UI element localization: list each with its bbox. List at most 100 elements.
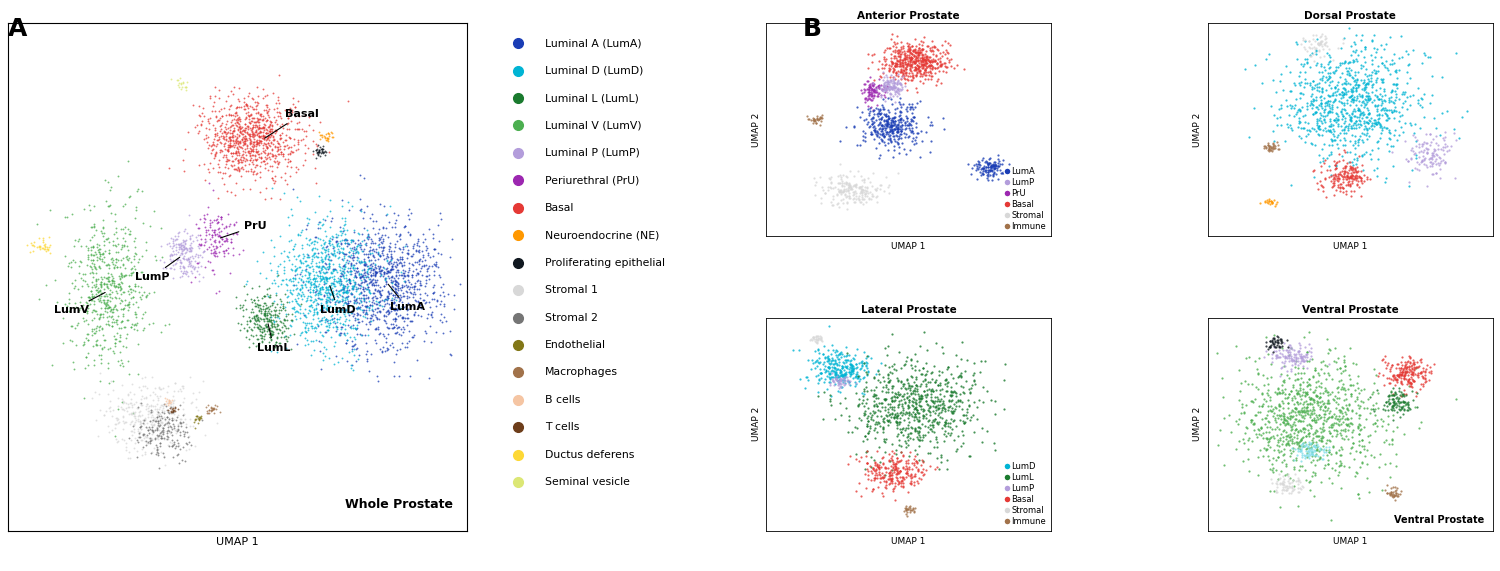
Point	[393, 266, 417, 275]
Point	[404, 271, 427, 280]
Point	[217, 171, 242, 180]
Point	[162, 443, 186, 452]
Point	[351, 247, 375, 256]
Point	[906, 390, 930, 399]
Point	[237, 111, 261, 120]
Point	[160, 441, 184, 451]
Text: LumA: LumA	[388, 284, 424, 312]
Point	[393, 276, 417, 286]
Point	[380, 293, 404, 302]
Point	[910, 45, 934, 54]
Point	[855, 77, 879, 86]
Point	[1316, 395, 1340, 404]
Point	[92, 309, 116, 318]
Point	[1204, 348, 1228, 357]
Point	[242, 134, 266, 143]
Point	[1310, 103, 1334, 112]
Point	[808, 113, 832, 122]
Point	[819, 360, 843, 369]
Point	[1356, 94, 1380, 103]
Point	[160, 238, 184, 247]
Point	[1312, 402, 1336, 411]
Point	[1258, 486, 1282, 496]
Point	[336, 238, 360, 247]
Point	[804, 111, 828, 120]
Point	[342, 345, 366, 354]
Point	[384, 293, 408, 302]
Point	[363, 270, 387, 279]
Point	[1299, 439, 1323, 448]
Point	[1406, 357, 1429, 367]
Point	[126, 187, 150, 196]
Point	[358, 239, 382, 248]
Point	[332, 268, 356, 278]
Point	[862, 75, 886, 84]
Point	[864, 88, 888, 97]
Point	[888, 448, 912, 457]
Point	[1383, 393, 1407, 403]
Point	[315, 245, 339, 254]
Point	[1384, 136, 1408, 145]
Point	[1424, 159, 1448, 168]
Point	[344, 272, 368, 282]
Point	[243, 299, 267, 308]
Point	[870, 59, 894, 68]
Point	[1305, 39, 1329, 48]
Point	[310, 144, 334, 154]
Point	[1276, 343, 1300, 352]
Point	[246, 324, 270, 333]
Point	[819, 401, 843, 410]
Point	[1422, 144, 1446, 154]
Point	[332, 226, 356, 235]
Point	[82, 202, 106, 211]
Point	[1294, 404, 1318, 413]
Point	[261, 311, 285, 320]
Point	[993, 359, 1017, 368]
Point	[316, 264, 340, 273]
Point	[1328, 179, 1352, 188]
Point	[123, 264, 147, 274]
Point	[1362, 102, 1386, 111]
Point	[346, 303, 370, 312]
Point	[862, 455, 886, 464]
Point	[282, 295, 306, 304]
Point	[1396, 362, 1420, 371]
Point	[1266, 445, 1290, 455]
Point	[82, 223, 106, 232]
Point	[310, 273, 334, 282]
Point	[411, 252, 435, 262]
Point	[873, 46, 897, 55]
Point	[165, 425, 189, 434]
Point	[1312, 369, 1336, 378]
Point	[381, 315, 405, 324]
Point	[1398, 182, 1422, 191]
Point	[902, 46, 926, 55]
Point	[1396, 60, 1420, 69]
Point	[1302, 397, 1326, 407]
Point	[1260, 197, 1284, 206]
Point	[344, 282, 368, 291]
Point	[1384, 485, 1408, 494]
Point	[242, 150, 266, 159]
Point	[1257, 195, 1281, 204]
Point	[1324, 425, 1348, 435]
Point	[1338, 375, 1362, 384]
Point	[816, 366, 840, 375]
Point	[188, 244, 211, 253]
Point	[1404, 136, 1428, 145]
Point	[885, 104, 909, 113]
Point	[387, 296, 411, 305]
Point	[248, 325, 272, 334]
Point	[1218, 411, 1242, 420]
Point	[303, 323, 327, 332]
Point	[252, 326, 276, 335]
Point	[1346, 424, 1370, 433]
Point	[1329, 94, 1353, 103]
Point	[96, 363, 120, 372]
Point	[876, 416, 900, 425]
Point	[276, 105, 300, 114]
Point	[387, 267, 411, 276]
Point	[879, 82, 903, 91]
Point	[158, 441, 182, 451]
Point	[123, 443, 147, 452]
